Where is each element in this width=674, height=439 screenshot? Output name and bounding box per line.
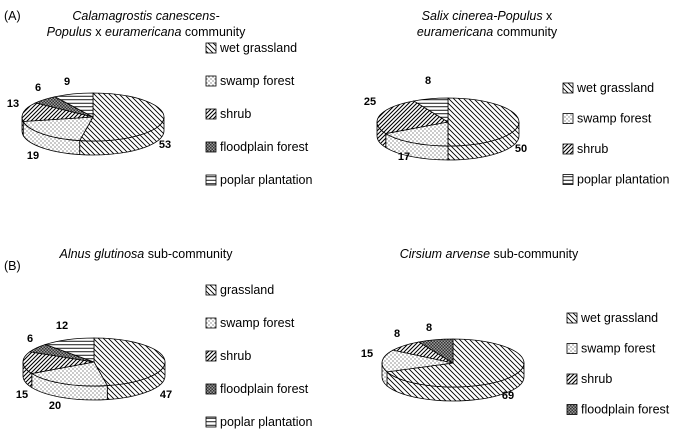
legend-entry-floodplain-forest: floodplain forest — [220, 140, 309, 154]
legend-entry-poplar-plantation: poplar plantation — [220, 173, 312, 187]
legend: wet grassland swamp forest shrub poplar pla… — [562, 81, 669, 187]
value-label-poplar-plantation: 8 — [425, 75, 431, 87]
panel-label-a: (A) — [4, 9, 21, 23]
slice-wet-grassland — [386, 338, 525, 388]
legend-entry-floodplain-forest: floodplain forest — [581, 403, 670, 417]
slice-wet-grassland — [447, 97, 520, 147]
value-label-grassland: 47 — [160, 389, 172, 401]
legend-swatch-floodplain-forest — [205, 383, 217, 395]
legend-swatch-swamp-forest — [566, 343, 578, 354]
legend-swatch-poplar-plantation — [205, 174, 217, 186]
slice-shrub — [21, 102, 94, 122]
legend-swatch-floodplain-forest — [566, 404, 578, 415]
chart-title: Calamagrostis canescens-Populus x eurame… — [47, 9, 246, 39]
slice-swamp-forest — [30, 361, 108, 387]
pie-chart-2: Salix cinerea-Populus x euramericana comm… — [364, 9, 670, 187]
chart-title: Cirsium arvense sub-community — [400, 247, 579, 261]
value-label-shrub: 15 — [16, 389, 28, 401]
legend-swatch-wet-grassland — [566, 312, 578, 324]
legend: wet grassland swamp forest shrub floodplain… — [205, 41, 312, 187]
pie-chart-1: Calamagrostis canescens-Populus x eurame… — [7, 9, 313, 187]
legend-entry-shrub: shrub — [577, 142, 608, 156]
slice-shrub — [376, 100, 450, 134]
slice-swamp-forest — [381, 349, 454, 373]
value-label-floodplain-forest: 6 — [27, 333, 33, 345]
slice-swamp-forest — [384, 121, 449, 147]
legend-entry-wet-grassland: wet grassland — [576, 81, 654, 95]
legend: wet grassland swamp forest shrub floodplain… — [566, 311, 670, 417]
legend-swatch-swamp-forest — [205, 75, 217, 87]
legend-entry-shrub: shrub — [220, 349, 251, 363]
legend: grassland swamp forest shrub floodplain for… — [205, 283, 312, 429]
legend-entry-swamp-forest: swamp forest — [220, 316, 295, 330]
legend-swatch-poplar-plantation — [205, 416, 217, 428]
legend-entry-poplar-plantation: poplar plantation — [577, 173, 669, 187]
slice-wet-grassland — [79, 92, 165, 142]
legend-swatch-swamp-forest — [562, 113, 574, 124]
legend-entry-wet-grassland: wet grassland — [219, 41, 297, 55]
legend-entry-grassland: grassland — [220, 283, 274, 297]
legend-entry-poplar-plantation: poplar plantation — [220, 415, 312, 429]
legend-entry-shrub: shrub — [220, 107, 251, 121]
legend-swatch-shrub — [562, 143, 574, 155]
value-label-swamp-forest: 19 — [27, 150, 39, 162]
chart-title: Salix cinerea-Populus x euramericana comm… — [417, 9, 558, 39]
legend-swatch-grassland — [205, 284, 217, 296]
legend-swatch-shrub — [566, 373, 578, 385]
slice-swamp-forest — [22, 116, 94, 141]
value-label-wet-grassland: 50 — [515, 143, 527, 155]
pie-chart-3: Alnus glutinosa sub-community 47 20 15 6 12 gr… — [16, 247, 313, 429]
pie-chart-4: Cirsium arvense sub-community 69 15 8 8 wet g… — [361, 247, 670, 417]
value-label-poplar-plantation: 12 — [56, 320, 68, 332]
legend-swatch-poplar-plantation — [562, 174, 574, 185]
legend-swatch-floodplain-forest — [205, 141, 217, 153]
value-label-poplar-plantation: 9 — [64, 76, 70, 88]
value-label-floodplain-forest: 6 — [35, 82, 41, 94]
slice-poplar-plantation — [53, 92, 94, 118]
legend-swatch-wet-grassland — [205, 42, 217, 54]
slice-floodplain-forest — [417, 338, 454, 364]
legend-entry-shrub: shrub — [581, 372, 612, 386]
value-label-shrub: 8 — [394, 328, 400, 340]
value-label-swamp-forest: 17 — [398, 151, 410, 163]
legend-swatch-shrub — [205, 350, 217, 362]
value-label-shrub: 25 — [364, 96, 376, 108]
slice-poplar-plantation — [412, 97, 449, 123]
value-label-shrub: 13 — [7, 98, 19, 110]
legend-entry-swamp-forest: swamp forest — [220, 74, 295, 88]
legend-entry-floodplain-forest: floodplain forest — [220, 382, 309, 396]
legend-swatch-wet-grassland — [562, 82, 574, 94]
slice-grassland — [93, 337, 166, 386]
value-label-wet-grassland: 53 — [159, 139, 171, 151]
legend-entry-wet-grassland: wet grassland — [580, 311, 658, 325]
value-label-swamp-forest: 20 — [49, 400, 61, 412]
legend-entry-swamp-forest: swamp forest — [581, 342, 656, 356]
panel-label-b: (B) — [4, 259, 21, 273]
slice-poplar-plantation — [44, 337, 95, 363]
value-label-swamp-forest: 15 — [361, 348, 373, 360]
slice-shrub — [22, 351, 95, 374]
chart-title: Alnus glutinosa sub-community — [58, 247, 233, 261]
value-label-wet-grassland: 69 — [502, 390, 514, 402]
value-label-floodplain-forest: 8 — [426, 322, 432, 334]
legend-entry-swamp-forest: swamp forest — [577, 112, 652, 126]
legend-swatch-shrub — [205, 108, 217, 120]
legend-swatch-swamp-forest — [205, 317, 217, 329]
